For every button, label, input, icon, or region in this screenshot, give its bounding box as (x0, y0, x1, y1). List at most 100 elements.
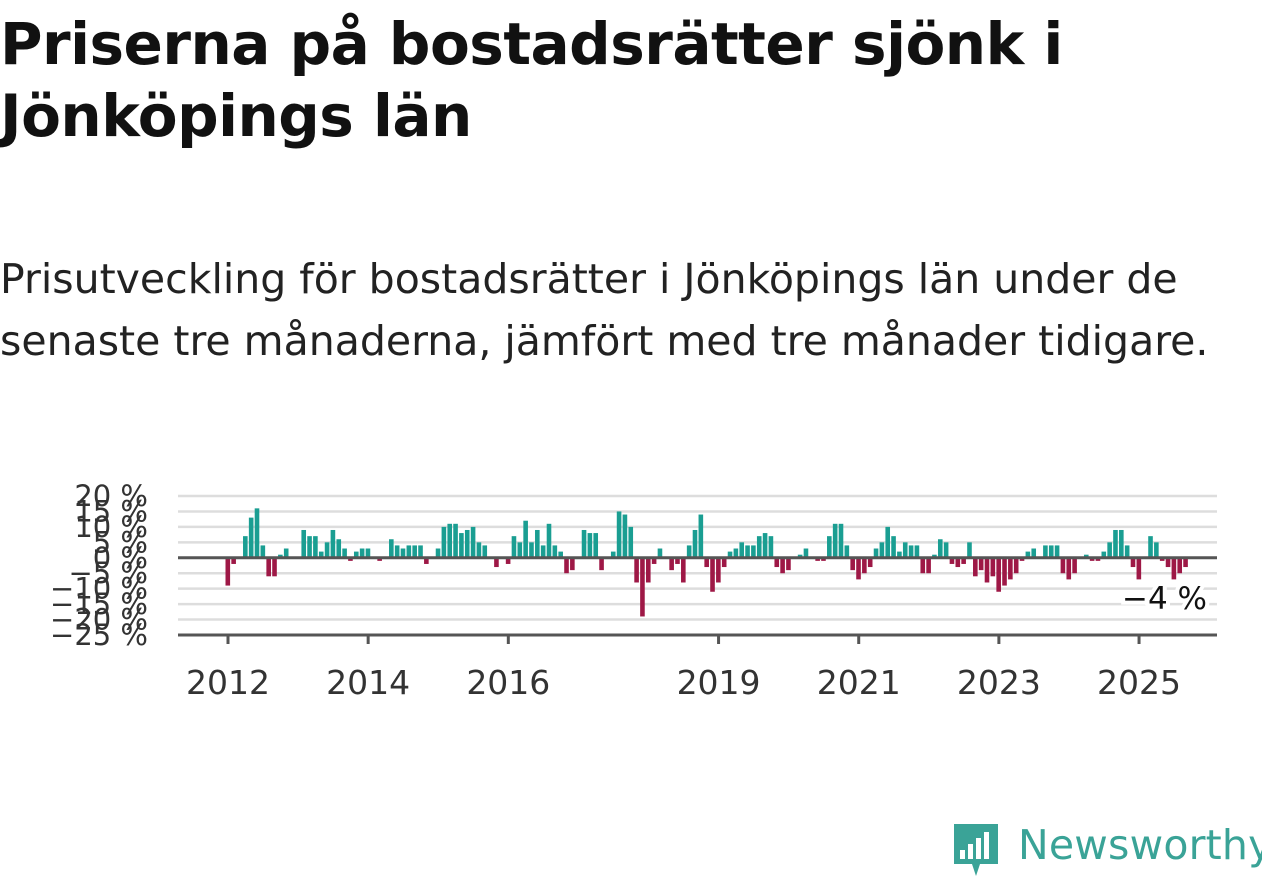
bar (418, 545, 423, 558)
chart-title: Priserna på bostadsrätter sjönk i Jönköp… (0, 10, 1063, 150)
bar (727, 551, 733, 558)
bar (1148, 536, 1153, 558)
bar (260, 545, 266, 558)
y-tick-label: 10 % (74, 510, 148, 544)
bar (984, 557, 990, 583)
bar (540, 545, 546, 558)
y-axis-labels: 20 %15 %10 %5 %0 %−5 %−10 %−15 %−20 %−25… (50, 479, 148, 652)
bar (908, 545, 914, 558)
bar (850, 557, 855, 571)
y-tick-label: 15 % (74, 494, 148, 528)
bar (815, 557, 820, 561)
bar (1013, 557, 1019, 574)
bar (231, 557, 236, 564)
brand-name: Newsworthy (1018, 821, 1262, 869)
bar (885, 526, 891, 558)
bar (1083, 554, 1089, 558)
bar (324, 542, 330, 558)
bar (891, 536, 896, 558)
bar (1183, 557, 1188, 568)
bar (447, 523, 453, 558)
bar (704, 557, 709, 568)
bar (1165, 557, 1171, 568)
bar (266, 557, 271, 577)
bar (645, 557, 651, 583)
bar (710, 557, 715, 592)
bar (610, 551, 616, 558)
bar (897, 551, 902, 558)
annotations: −4 % (1118, 577, 1211, 621)
bar (1177, 557, 1183, 574)
bar (353, 551, 359, 558)
bar (1107, 542, 1112, 558)
bar (546, 523, 552, 558)
bar (932, 554, 937, 558)
bar (453, 523, 458, 558)
bars (225, 508, 1188, 617)
bar (1171, 557, 1177, 580)
newsworthy-brand: Newsworthy (950, 818, 1262, 880)
bar (973, 557, 978, 577)
bar (301, 529, 307, 558)
bar (698, 514, 704, 558)
bar (564, 557, 569, 574)
bar (774, 557, 780, 568)
y-tick-label: 20 % (74, 479, 148, 513)
y-tick-label: −20 % (50, 603, 148, 637)
bar (856, 557, 861, 580)
bar (505, 557, 511, 564)
bar (1048, 545, 1054, 558)
bar (803, 548, 809, 558)
bar (587, 533, 593, 558)
bar (406, 545, 412, 558)
x-tick-label: 2014 (326, 663, 410, 700)
bar (681, 557, 686, 583)
bar (482, 545, 488, 558)
bar (745, 545, 750, 558)
x-tick-label: 2023 (957, 663, 1041, 700)
bar (1136, 557, 1142, 580)
bar (821, 557, 826, 561)
bar (435, 548, 441, 558)
bar (476, 542, 482, 558)
bar (389, 539, 394, 558)
y-tick-label: −15 % (50, 587, 148, 621)
bar (622, 514, 628, 558)
bar (318, 551, 324, 558)
bar (470, 526, 476, 558)
bar (640, 557, 645, 617)
bar (1019, 557, 1025, 561)
bar (330, 529, 336, 558)
bar (243, 536, 248, 558)
bar (967, 542, 972, 558)
last-value-label: −4 % (1122, 581, 1207, 617)
bar (558, 551, 563, 558)
bar (400, 548, 406, 558)
bar (1130, 557, 1136, 568)
bar (412, 545, 417, 558)
y-tick-label: −5 % (68, 556, 148, 590)
bar (616, 511, 622, 558)
bar (1124, 545, 1130, 558)
bar (692, 529, 698, 558)
bar (272, 557, 277, 577)
bar (978, 557, 984, 571)
x-tick-label: 2012 (186, 663, 270, 700)
bar (1154, 542, 1159, 558)
bar (937, 539, 943, 558)
bar (365, 548, 371, 558)
bar (1031, 548, 1037, 558)
bar (1101, 551, 1107, 558)
bar (1002, 557, 1007, 586)
bar (581, 529, 587, 558)
bar (494, 557, 499, 568)
bar (838, 523, 844, 558)
bar (762, 533, 768, 558)
bar (827, 536, 832, 558)
bar (990, 557, 996, 577)
bar (1066, 557, 1072, 580)
x-tick-label: 2016 (466, 663, 550, 700)
x-tick-label: 2021 (817, 663, 901, 700)
bar (1043, 545, 1048, 558)
bar (780, 557, 785, 574)
